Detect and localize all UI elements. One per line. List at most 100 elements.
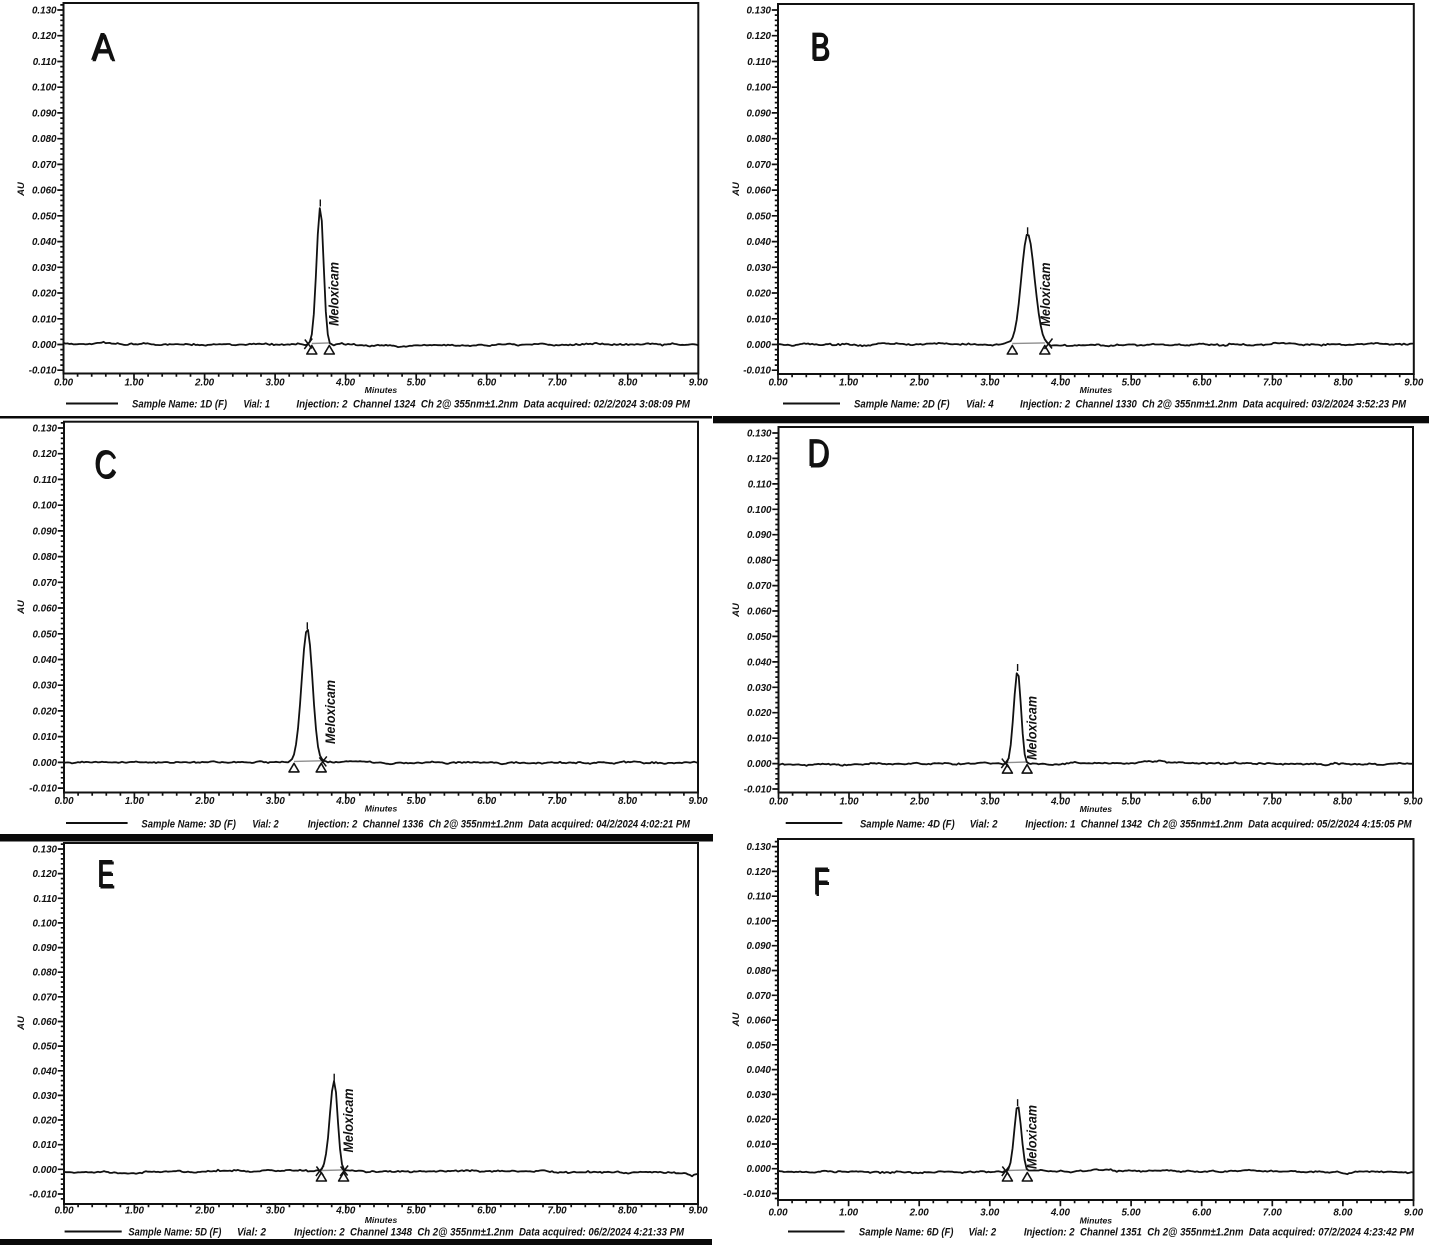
svg-text:0.070: 0.070 bbox=[32, 992, 57, 1003]
svg-text:0.00: 0.00 bbox=[768, 1208, 788, 1219]
svg-text:0.080: 0.080 bbox=[32, 552, 57, 563]
svg-text:0.050: 0.050 bbox=[746, 1040, 771, 1051]
svg-text:0.040: 0.040 bbox=[32, 655, 57, 666]
svg-text:3.00: 3.00 bbox=[266, 1206, 286, 1217]
svg-text:1.00: 1.00 bbox=[839, 1208, 859, 1219]
svg-text:0.080: 0.080 bbox=[747, 556, 772, 567]
svg-text:0.000: 0.000 bbox=[747, 759, 772, 770]
svg-text:AU: AU bbox=[731, 181, 742, 197]
svg-text:0.100: 0.100 bbox=[32, 918, 57, 929]
svg-text:0.130: 0.130 bbox=[747, 429, 772, 440]
svg-text:0.100: 0.100 bbox=[32, 501, 57, 512]
svg-text:0.000: 0.000 bbox=[746, 1164, 771, 1175]
svg-text:Injection: 2 Channel 1336 Ch: Injection: 2 Channel 1336 Ch 2@ 355nm±1.… bbox=[308, 818, 691, 830]
svg-text:Minutes: Minutes bbox=[1080, 1216, 1113, 1226]
svg-text:4.00: 4.00 bbox=[1050, 797, 1071, 808]
svg-text:5.00: 5.00 bbox=[407, 1206, 427, 1217]
svg-text:0.040: 0.040 bbox=[32, 237, 57, 248]
svg-text:Meloxicam: Meloxicam bbox=[1038, 263, 1053, 327]
svg-text:2.00: 2.00 bbox=[194, 1206, 215, 1217]
svg-text:4.00: 4.00 bbox=[1050, 378, 1071, 389]
svg-text:0.100: 0.100 bbox=[32, 83, 57, 94]
svg-text:0.090: 0.090 bbox=[32, 108, 57, 119]
svg-text:0.050: 0.050 bbox=[32, 1042, 57, 1053]
svg-text:Meloxicam: Meloxicam bbox=[327, 262, 342, 326]
svg-text:B: B bbox=[810, 26, 830, 69]
svg-text:F: F bbox=[814, 862, 830, 905]
svg-text:0.000: 0.000 bbox=[746, 340, 771, 351]
svg-text:0.110: 0.110 bbox=[33, 894, 57, 905]
svg-text:C: C bbox=[95, 444, 117, 487]
svg-text:-0.010: -0.010 bbox=[743, 366, 771, 377]
svg-text:0.000: 0.000 bbox=[32, 758, 57, 769]
svg-text:0.060: 0.060 bbox=[746, 1016, 771, 1027]
svg-text:4.00: 4.00 bbox=[335, 378, 356, 389]
svg-text:0.120: 0.120 bbox=[747, 454, 772, 465]
svg-text:3.00: 3.00 bbox=[266, 796, 286, 807]
svg-text:0.030: 0.030 bbox=[746, 1090, 771, 1101]
svg-text:E: E bbox=[97, 853, 114, 896]
svg-text:8.00: 8.00 bbox=[618, 1206, 638, 1217]
svg-text:9.00: 9.00 bbox=[689, 378, 709, 389]
svg-text:Sample Name: 6D (F): Sample Name: 6D (F) bbox=[859, 1227, 954, 1239]
svg-text:0.130: 0.130 bbox=[32, 6, 57, 17]
svg-text:0.030: 0.030 bbox=[32, 1091, 57, 1102]
svg-text:0.040: 0.040 bbox=[746, 1065, 771, 1076]
svg-text:3.00: 3.00 bbox=[980, 1208, 1000, 1219]
svg-text:3.00: 3.00 bbox=[266, 378, 286, 389]
svg-text:0.010: 0.010 bbox=[746, 314, 771, 325]
svg-text:0.100: 0.100 bbox=[746, 916, 771, 927]
svg-text:0.070: 0.070 bbox=[746, 160, 771, 171]
svg-text:8.00: 8.00 bbox=[1333, 797, 1353, 808]
svg-text:5.00: 5.00 bbox=[1122, 1208, 1142, 1219]
svg-text:0.020: 0.020 bbox=[746, 289, 771, 300]
svg-text:0.130: 0.130 bbox=[746, 6, 771, 17]
svg-text:0.000: 0.000 bbox=[32, 340, 57, 351]
svg-text:0.040: 0.040 bbox=[746, 237, 771, 248]
svg-text:9.00: 9.00 bbox=[1404, 378, 1424, 389]
svg-text:6.00: 6.00 bbox=[477, 1206, 497, 1217]
svg-text:Vial: 2: Vial: 2 bbox=[252, 818, 278, 830]
svg-text:7.00: 7.00 bbox=[548, 796, 568, 807]
svg-text:Sample Name: 1D (F): Sample Name: 1D (F) bbox=[132, 398, 227, 410]
svg-text:0.090: 0.090 bbox=[747, 530, 772, 541]
svg-text:0.110: 0.110 bbox=[748, 479, 772, 490]
svg-text:-0.010: -0.010 bbox=[29, 1190, 57, 1201]
svg-text:0.050: 0.050 bbox=[747, 632, 772, 643]
svg-text:6.00: 6.00 bbox=[477, 378, 497, 389]
svg-text:2.00: 2.00 bbox=[909, 378, 930, 389]
svg-text:7.00: 7.00 bbox=[548, 1206, 568, 1217]
svg-text:1.00: 1.00 bbox=[839, 797, 859, 808]
svg-text:0.070: 0.070 bbox=[32, 578, 57, 589]
svg-text:5.00: 5.00 bbox=[407, 378, 427, 389]
svg-text:3.00: 3.00 bbox=[980, 797, 1000, 808]
svg-text:0.060: 0.060 bbox=[747, 607, 772, 618]
svg-text:0.060: 0.060 bbox=[32, 1017, 57, 1028]
svg-text:0.110: 0.110 bbox=[33, 57, 57, 68]
svg-text:0.130: 0.130 bbox=[32, 424, 57, 435]
svg-text:9.00: 9.00 bbox=[688, 796, 708, 807]
svg-text:4.00: 4.00 bbox=[335, 1206, 356, 1217]
svg-text:0.030: 0.030 bbox=[746, 263, 771, 274]
svg-text:D: D bbox=[808, 433, 830, 476]
svg-text:0.010: 0.010 bbox=[32, 314, 57, 325]
svg-text:Minutes: Minutes bbox=[1080, 385, 1113, 395]
svg-text:Injection: 2 Channel 1324 Ch: Injection: 2 Channel 1324 Ch 2@ 355nm±1.… bbox=[296, 398, 690, 410]
svg-text:Vial: 2: Vial: 2 bbox=[970, 818, 998, 830]
svg-text:B: B bbox=[811, 27, 831, 70]
svg-text:Vial: 2: Vial: 2 bbox=[969, 1227, 997, 1239]
svg-text:Meloxicam: Meloxicam bbox=[1025, 1105, 1040, 1169]
svg-text:7.00: 7.00 bbox=[1262, 797, 1282, 808]
svg-text:0.100: 0.100 bbox=[747, 505, 772, 516]
svg-text:4.00: 4.00 bbox=[1050, 1208, 1071, 1219]
svg-text:0.020: 0.020 bbox=[32, 706, 57, 717]
svg-text:Injection: 1 Channel 1342 Ch: Injection: 1 Channel 1342 Ch 2@ 355nm±1.… bbox=[1025, 818, 1412, 830]
svg-text:1.00: 1.00 bbox=[839, 378, 859, 389]
svg-text:5.00: 5.00 bbox=[1122, 378, 1142, 389]
svg-text:0.010: 0.010 bbox=[32, 1140, 57, 1151]
svg-text:0.100: 0.100 bbox=[746, 83, 771, 94]
svg-text:6.00: 6.00 bbox=[1192, 1208, 1212, 1219]
svg-text:Vial: 4: Vial: 4 bbox=[966, 398, 994, 410]
svg-text:0.110: 0.110 bbox=[33, 475, 57, 486]
svg-text:-0.010: -0.010 bbox=[743, 1189, 771, 1200]
